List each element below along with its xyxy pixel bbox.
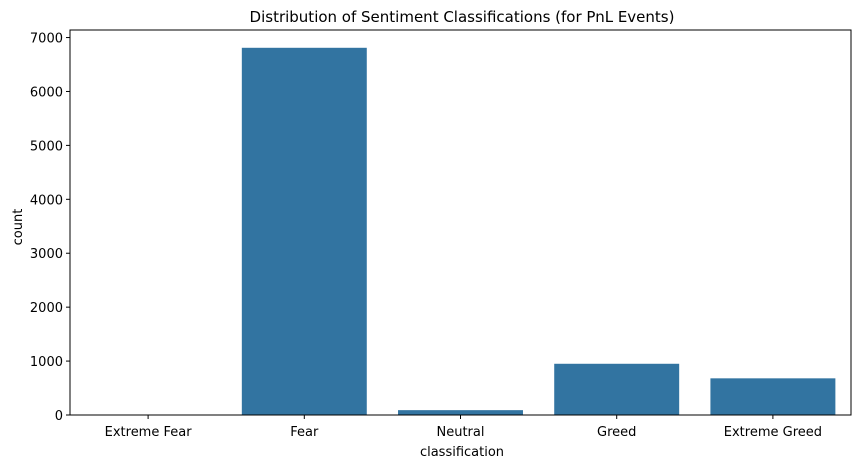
y-tick-label: 3000 xyxy=(30,247,63,262)
y-tick-label: 7000 xyxy=(30,32,63,47)
y-tick-label: 0 xyxy=(55,409,63,424)
bar-greed xyxy=(554,363,680,415)
y-axis-title: count xyxy=(11,209,26,246)
x-tick-label: Extreme Fear xyxy=(105,425,193,440)
y-tick-label: 2000 xyxy=(30,301,63,316)
bar-neutral xyxy=(398,410,523,415)
y-tick-label: 6000 xyxy=(30,85,63,100)
x-tick-label: Extreme Greed xyxy=(724,425,822,440)
y-tick-label: 5000 xyxy=(30,139,63,154)
y-tick-label: 1000 xyxy=(30,355,63,370)
bars-group xyxy=(241,47,836,415)
y-axis: 0 1000 2000 3000 4000 5000 6000 7000 xyxy=(30,32,70,424)
y-tick-label: 4000 xyxy=(30,193,63,208)
chart-title: Distribution of Sentiment Classification… xyxy=(250,8,675,26)
x-axis: Extreme Fear Fear Neutral Greed Extreme Gree… xyxy=(105,415,822,440)
x-tick-label: Greed xyxy=(597,425,636,440)
plot-frame xyxy=(69,29,852,416)
bar-fear xyxy=(241,47,367,415)
x-tick-label: Neutral xyxy=(437,425,485,440)
x-axis-title: classification xyxy=(420,445,504,460)
x-tick-label: Fear xyxy=(290,425,319,440)
bar-extreme-greed xyxy=(710,378,836,415)
